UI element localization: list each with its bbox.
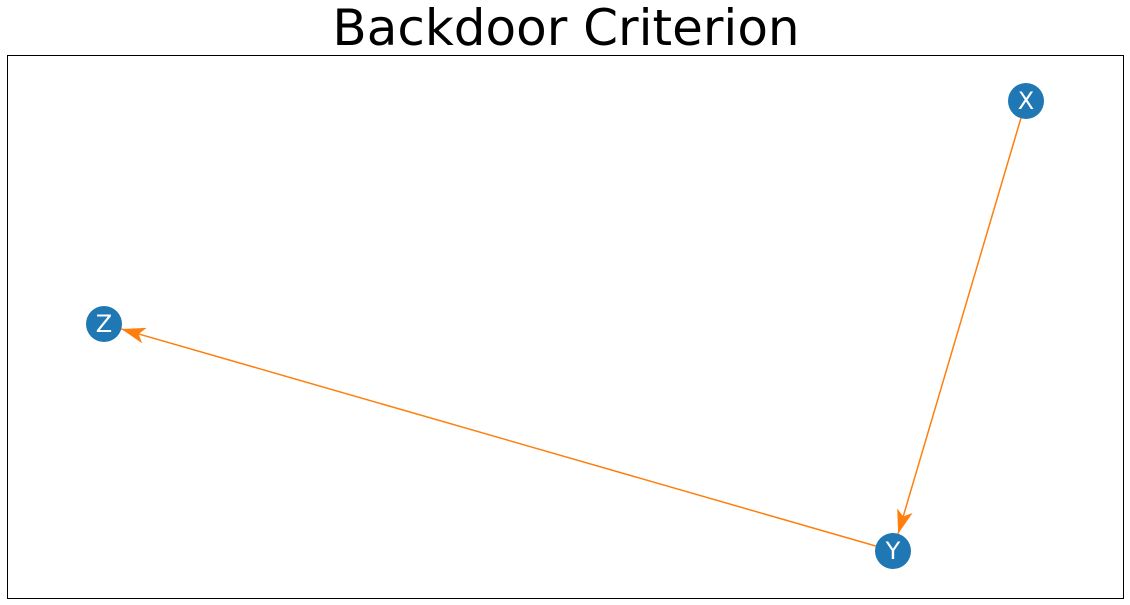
node-y-label: Y: [885, 537, 901, 565]
node-x: X: [1008, 83, 1044, 119]
node-z-label: Z: [96, 310, 112, 338]
node-y-circle: [875, 533, 911, 569]
diagram-title: Backdoor Criterion: [332, 0, 799, 57]
node-x-label: X: [1018, 87, 1034, 115]
edge-x-to-y: [897, 118, 1022, 534]
node-z: Z: [86, 306, 122, 342]
node-y: Y: [875, 533, 911, 569]
edges-layer: [121, 118, 1022, 547]
plot-frame: [7, 55, 1124, 599]
node-z-circle: [86, 306, 122, 342]
node-x-circle: [1008, 83, 1044, 119]
edge-y-to-z: [121, 327, 876, 547]
